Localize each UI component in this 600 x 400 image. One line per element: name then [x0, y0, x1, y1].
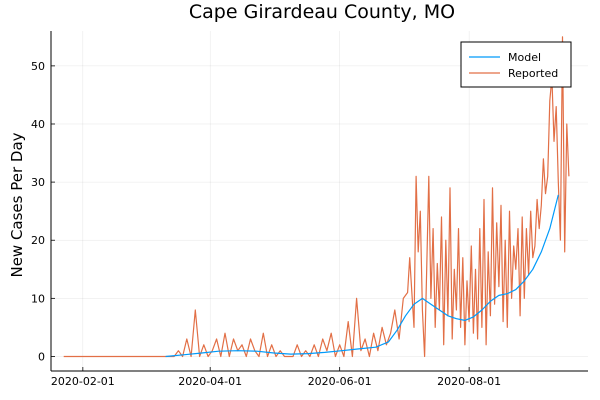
- series-line-model: [165, 194, 559, 358]
- y-tick-label-2: 20: [31, 234, 45, 247]
- x-tick-label-3: 2020-08-01: [437, 375, 501, 388]
- axes: [50, 31, 588, 372]
- series-line-reported: [63, 36, 570, 358]
- y-tick-label-1: 10: [31, 292, 45, 305]
- y-axis-label: New Cases Per Day: [8, 132, 26, 277]
- legend-label-model: Model: [508, 51, 541, 64]
- y-tick-label-5: 50: [31, 60, 45, 73]
- y-tick-label-4: 40: [31, 118, 45, 131]
- x-tick-label-2: 2020-06-01: [308, 375, 372, 388]
- legend: Model Reported: [460, 41, 572, 88]
- legend-box: [460, 41, 572, 88]
- y-tick-label-0: 0: [38, 350, 45, 363]
- tick-labels: 0 10 20 30 40 50 2020-02-01 2020-04-01 2020-06-0…: [31, 60, 501, 388]
- x-tick-label-0: 2020-02-01: [51, 375, 115, 388]
- chart-title: Cape Girardeau County, MO: [189, 1, 455, 23]
- legend-label-reported: Reported: [508, 67, 558, 80]
- series-layer: [63, 36, 570, 358]
- x-tick-label-1: 2020-04-01: [178, 375, 242, 388]
- y-tick-label-3: 30: [31, 176, 45, 189]
